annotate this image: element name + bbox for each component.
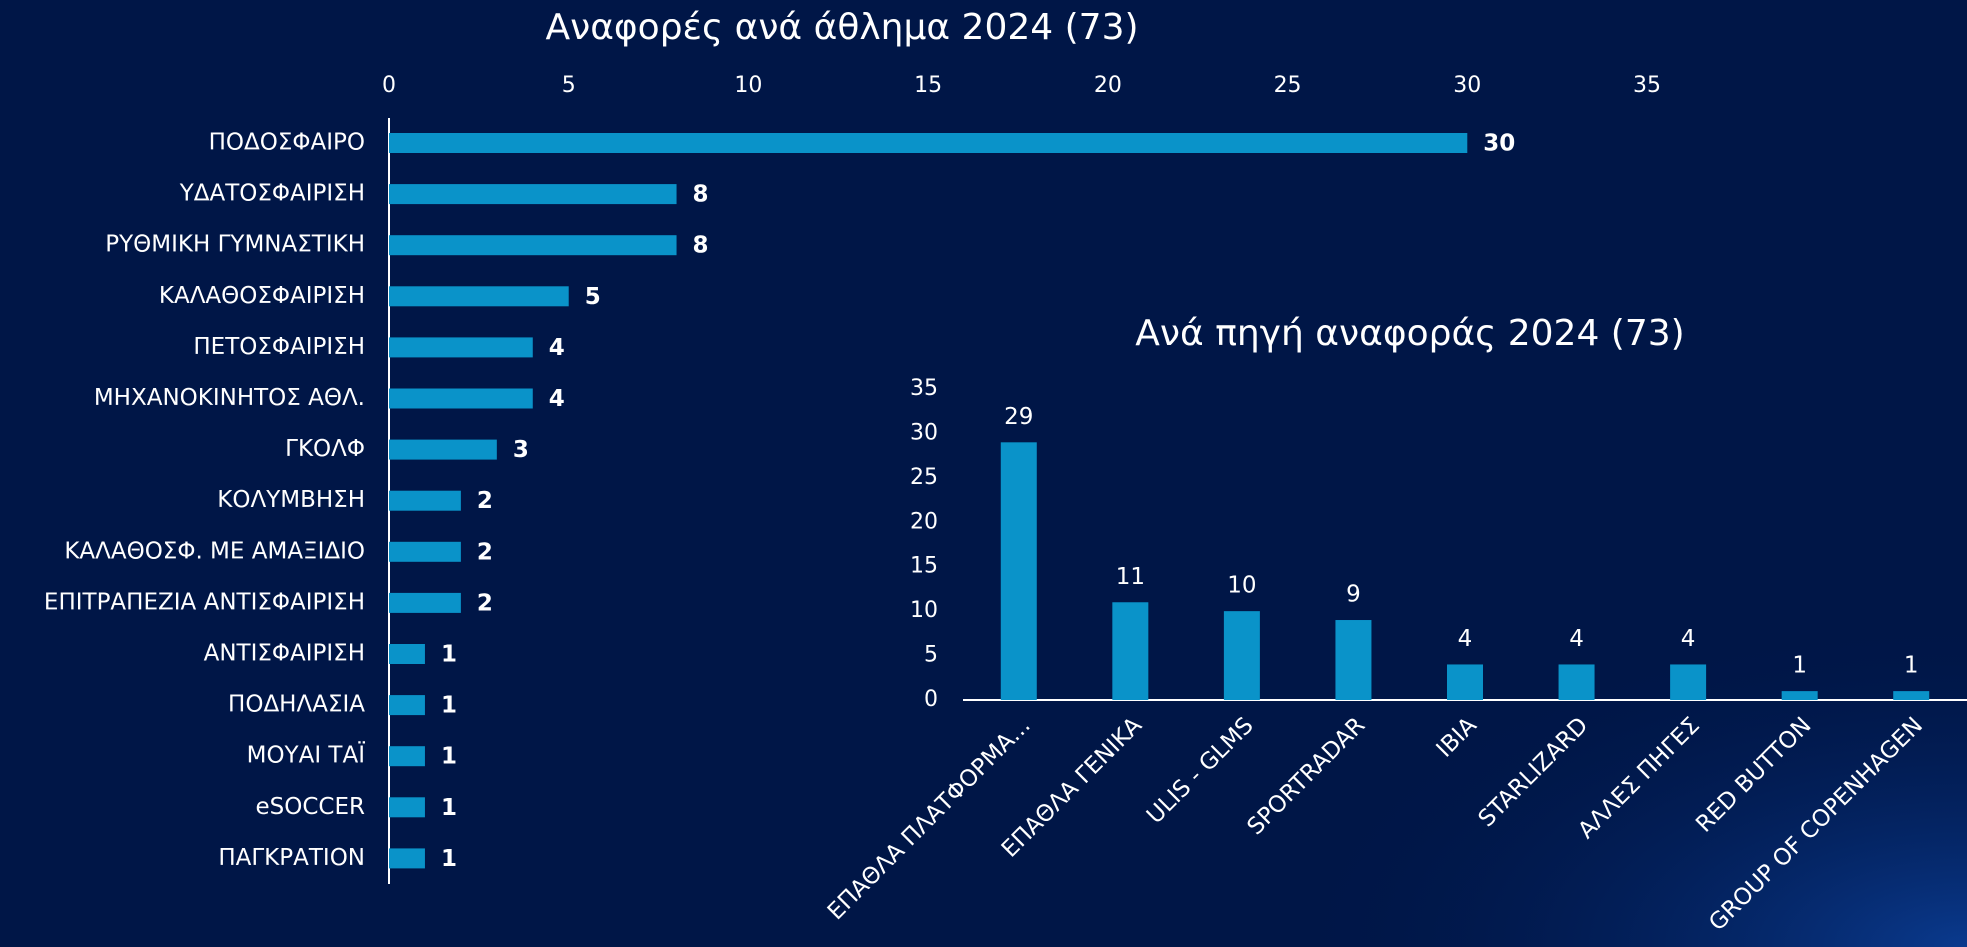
y-tick-label: ΜΟΥΑΙ ΤΑΪ [247, 741, 366, 769]
y-tick-label: 5 [924, 643, 938, 668]
y-tick-label: ΑΝΤΙΣΦΑΙΡΙΣΗ [204, 641, 365, 667]
data-label: 4 [549, 335, 565, 361]
data-label: 4 [1458, 626, 1473, 652]
y-tick-label: 0 [924, 687, 938, 712]
x-tick-label: 35 [1633, 73, 1661, 98]
y-tick-label: ΚΑΛΑΘΟΣΦΑΙΡΙΣΗ [159, 283, 365, 309]
data-label: 4 [549, 386, 565, 412]
bar [389, 133, 1468, 153]
bar [1558, 664, 1595, 700]
bar [389, 541, 461, 562]
chart-title: Ανά πηγή αναφοράς 2024 (73) [1135, 313, 1684, 354]
bar [1893, 691, 1930, 700]
data-label: 3 [513, 437, 529, 463]
y-tick-label: 15 [910, 554, 938, 579]
bar [389, 286, 569, 307]
data-label: 1 [441, 642, 457, 668]
data-label: 8 [693, 233, 709, 259]
y-tick-label: ΚΑΛΑΘΟΣΦ. ΜΕ ΑΜΑΞΙΔΙΟ [64, 538, 365, 564]
data-label: 2 [477, 539, 493, 565]
data-label: 4 [1681, 626, 1696, 652]
bar [389, 848, 425, 869]
y-tick-label: ΜΗΧΑΝΟΚΙΝΗΤΟΣ ΑΘΛ. [94, 385, 365, 411]
bar [389, 439, 497, 460]
data-label: 2 [477, 590, 493, 616]
data-label: 4 [1569, 626, 1584, 652]
data-label: 30 [1483, 131, 1515, 157]
bar [389, 592, 461, 613]
data-label: 1 [441, 693, 457, 719]
data-label: 8 [693, 182, 709, 208]
bar [389, 388, 533, 409]
bar [1223, 611, 1260, 700]
y-tick-label: 35 [910, 376, 938, 401]
bar [389, 184, 677, 205]
data-label: 1 [1792, 653, 1807, 679]
y-tick-label: 20 [910, 509, 938, 534]
data-label: 11 [1116, 564, 1145, 590]
bar [389, 337, 533, 358]
x-tick-label: 30 [1453, 73, 1481, 98]
y-tick-label: ΕΠΙΤΡΑΠΕΖΙΑ ΑΝΤΙΣΦΑΙΡΙΣΗ [44, 589, 365, 615]
data-label: 2 [477, 488, 493, 514]
chart-title: Αναφορές ανά άθλημα 2024 (73) [545, 7, 1138, 48]
y-tick-label: ΠΟΔΟΣΦΑΙΡΟ [209, 130, 365, 156]
x-tick-label: 15 [914, 73, 942, 98]
bar [1447, 664, 1483, 700]
data-label: 1 [1904, 653, 1919, 679]
bar [389, 235, 677, 256]
bar [1000, 442, 1037, 700]
y-tick-label: ΠΕΤΟΣΦΑΙΡΙΣΗ [193, 334, 365, 360]
data-label: 5 [585, 284, 601, 310]
x-tick-label: 5 [562, 73, 576, 98]
x-tick-label: 25 [1274, 73, 1302, 98]
y-tick-label: 25 [910, 465, 938, 490]
data-label: 9 [1346, 582, 1361, 608]
bar [1670, 664, 1707, 700]
y-tick-label: ΥΔΑΤΟΣΦΑΙΡΙΣΗ [179, 181, 365, 207]
x-tick-label: 20 [1094, 73, 1122, 98]
bar [1781, 691, 1818, 700]
bar [389, 746, 425, 767]
data-label: 1 [441, 744, 457, 770]
bar [389, 490, 461, 511]
y-tick-label: ΠΟΔΗΛΑΣΙΑ [228, 692, 365, 718]
y-tick-label: 10 [910, 598, 938, 623]
bar [389, 797, 425, 818]
data-label: 1 [441, 795, 457, 821]
y-tick-label: 30 [910, 420, 938, 445]
bar [389, 644, 425, 664]
data-label: 10 [1227, 573, 1256, 599]
data-label: 1 [441, 846, 457, 872]
bar [1112, 602, 1149, 700]
x-tick-label: 0 [382, 73, 396, 98]
y-tick-label: ΡΥΘΜΙΚΗ ΓΥΜΝΑΣΤΙΚΗ [105, 232, 365, 258]
y-tick-label: ΚΟΛΥΜΒΗΣΗ [217, 487, 365, 513]
bar [389, 695, 425, 716]
x-tick-label: 10 [734, 73, 762, 98]
y-tick-label: ΠΑΓΚΡΑΤΙΟΝ [218, 845, 365, 871]
y-tick-label: eSOCCER [256, 794, 366, 820]
y-tick-label: ΓΚΟΛΦ [285, 436, 365, 462]
data-label: 29 [1004, 404, 1033, 430]
bar [1335, 620, 1372, 700]
